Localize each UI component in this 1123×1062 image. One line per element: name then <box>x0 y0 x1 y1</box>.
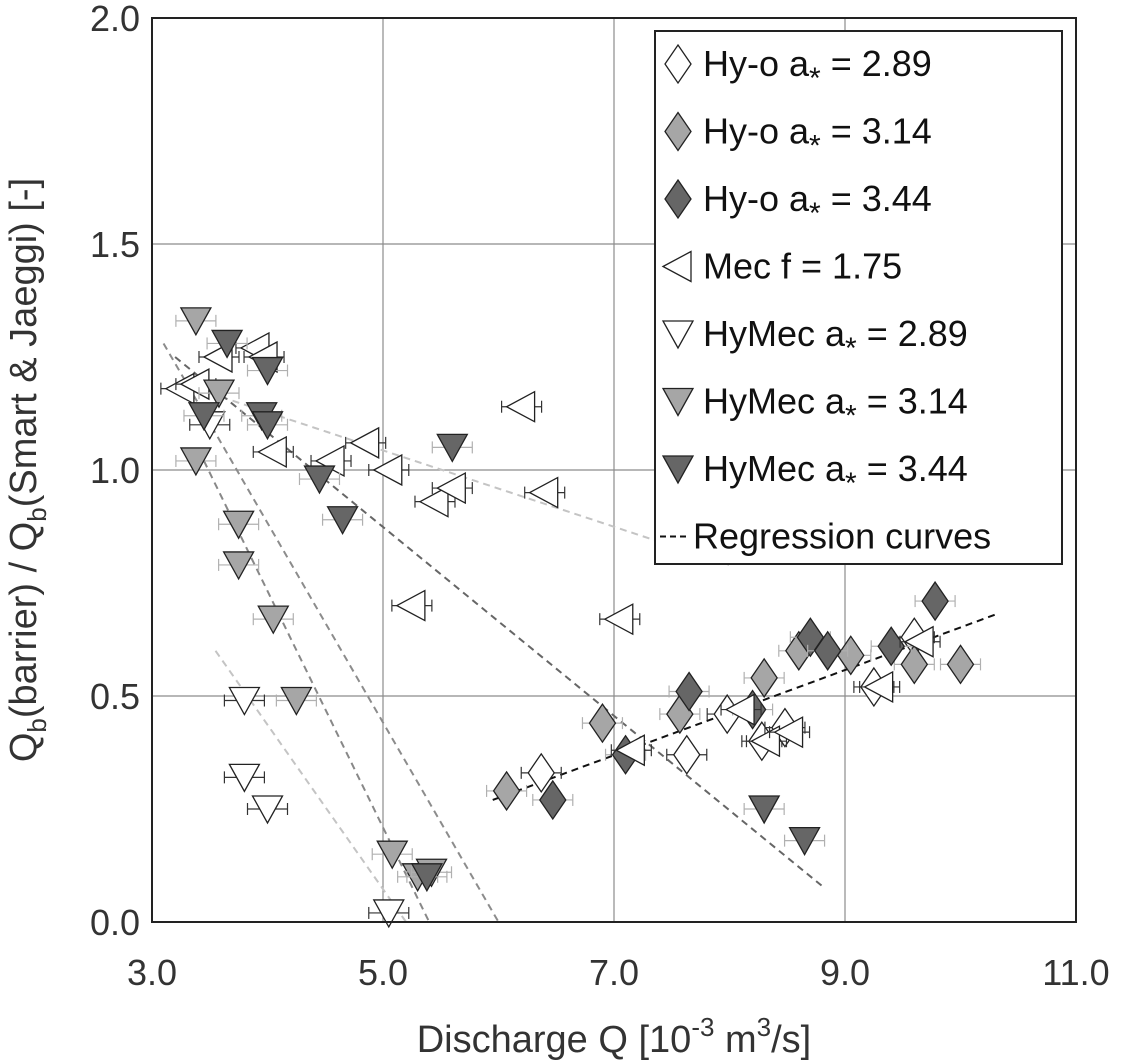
data-point <box>588 702 617 744</box>
legend-marker <box>664 111 692 152</box>
data-point <box>202 379 236 409</box>
legend-item: Hy-o a* = 2.89 <box>664 43 932 95</box>
legend-item: Mec f = 1.75 <box>661 246 902 287</box>
plot-frame <box>151 17 1077 923</box>
legend-label: Regression curves <box>693 516 991 557</box>
regression-line <box>214 650 407 923</box>
legend-marker <box>661 250 692 283</box>
legend-box <box>654 30 1063 565</box>
legend-label: Hy-o a* = 3.14 <box>703 111 932 163</box>
data-point <box>256 435 287 469</box>
data-point <box>492 770 521 812</box>
regression-line <box>203 460 431 923</box>
data-point <box>280 686 313 716</box>
y-tick-label: 2.0 <box>90 0 140 39</box>
series-7 <box>183 329 826 893</box>
tick-labels: 3.0 5.0 7.0 9.0 11.0 0.0 0.5 1.0 1.5 2.0 <box>90 0 1110 993</box>
data-point <box>528 476 559 509</box>
regression-line <box>174 356 823 887</box>
data-point <box>436 433 469 463</box>
data-point <box>179 447 212 477</box>
data-point <box>179 307 212 337</box>
legend-item: HyMec a* = 3.14 <box>661 381 968 433</box>
data-point <box>251 356 284 386</box>
data-point <box>505 390 536 423</box>
data-point <box>187 402 221 432</box>
y-tick-label: 0.5 <box>90 676 140 717</box>
data-point <box>251 795 284 825</box>
data-point <box>863 670 894 704</box>
x-tick-label: 5.0 <box>358 952 408 993</box>
legend-item-regression: Regression curves <box>660 516 991 557</box>
data-point <box>614 734 645 767</box>
data-points <box>160 307 982 929</box>
y-tick-label: 1.5 <box>90 224 140 265</box>
data-point <box>228 686 261 716</box>
x-tick-label: 3.0 <box>127 952 177 993</box>
data-point <box>748 795 781 825</box>
legend-marker <box>664 43 692 85</box>
x-axis-label: Discharge Q [10-3 m3/s] <box>417 1012 812 1061</box>
data-point <box>210 329 244 359</box>
data-point <box>773 716 804 749</box>
data-point <box>527 752 556 793</box>
series-2 <box>485 630 982 812</box>
data-point <box>788 826 821 856</box>
legend: Hy-o a* = 2.89 Hy-o a* = 3.14 Hy-o a* = 3.… <box>654 30 1063 565</box>
series-6 <box>175 307 453 893</box>
data-point <box>222 510 255 540</box>
x-tick-label: 9.0 <box>820 952 870 993</box>
data-point <box>372 453 403 487</box>
data-point <box>946 644 975 685</box>
regression-line <box>162 342 500 923</box>
x-tick-label: 7.0 <box>589 952 639 993</box>
legend-marker <box>661 320 695 350</box>
legend-item: HyMec a* = 3.44 <box>661 448 968 500</box>
legend-label: HyMec a* = 3.14 <box>703 381 968 433</box>
data-point <box>813 630 842 671</box>
legend-label: Hy-o a* = 3.44 <box>703 178 932 230</box>
data-point <box>603 603 634 636</box>
data-point <box>921 580 949 622</box>
data-point <box>903 625 934 658</box>
legend-label: HyMec a* = 3.44 <box>703 448 968 500</box>
data-point <box>257 605 290 635</box>
data-point <box>349 426 380 459</box>
data-point <box>435 471 466 505</box>
data-point <box>228 763 261 793</box>
legend-item: HyMec a* = 2.89 <box>661 313 968 365</box>
data-point <box>672 734 701 775</box>
data-point <box>410 863 443 893</box>
data-point <box>376 840 409 870</box>
x-tick-label: 11.0 <box>1042 952 1109 993</box>
legend-label: Mec f = 1.75 <box>703 246 902 287</box>
data-point <box>418 485 449 518</box>
data-point <box>222 551 255 581</box>
legend-item: Hy-o a* = 3.44 <box>664 178 932 230</box>
legend-item: Hy-o a* = 3.14 <box>664 111 932 163</box>
data-point <box>326 506 359 536</box>
y-tick-label: 1.0 <box>90 450 140 491</box>
legend-label: HyMec a* = 2.89 <box>703 313 968 365</box>
data-point <box>900 644 929 685</box>
data-point <box>303 465 336 495</box>
data-point <box>251 411 284 441</box>
data-point <box>675 671 703 712</box>
regression-line <box>209 392 730 566</box>
data-point <box>836 635 865 676</box>
data-point <box>724 693 755 726</box>
series-4 <box>160 331 941 767</box>
legend-marker <box>664 178 692 220</box>
data-point <box>372 899 405 929</box>
legend-label: Hy-o a* = 2.89 <box>703 43 932 95</box>
data-point <box>750 725 781 758</box>
data-point <box>750 657 778 699</box>
legend-marker <box>661 455 695 485</box>
y-tick-label: 0.0 <box>90 902 140 943</box>
data-point <box>395 589 426 622</box>
legend-marker <box>661 387 695 417</box>
y-axis-label: Qb(barrier) / Qb(Smart & Jaeggi) [-] <box>3 178 52 762</box>
data-point <box>538 779 567 821</box>
